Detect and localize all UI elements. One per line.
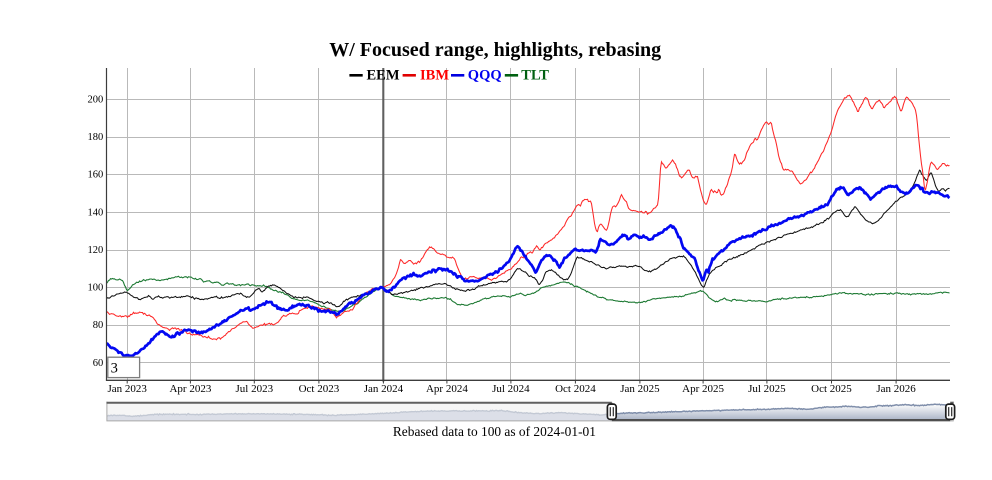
svg-text:IBM: IBM: [420, 68, 449, 84]
svg-text:140: 140: [87, 207, 103, 218]
svg-text:Rebased data to 100 as of 2024: Rebased data to 100 as of 2024-01-01: [393, 424, 596, 439]
svg-text:Jul 2024: Jul 2024: [492, 383, 530, 395]
svg-text:TLT: TLT: [521, 68, 549, 84]
svg-text:Oct 2024: Oct 2024: [555, 383, 596, 395]
svg-text:Jan 2024: Jan 2024: [364, 383, 404, 395]
svg-text:QQQ: QQQ: [468, 68, 502, 84]
svg-text:60: 60: [93, 358, 104, 369]
svg-text:EEM: EEM: [367, 68, 400, 84]
svg-text:Oct 2023: Oct 2023: [299, 383, 340, 395]
svg-text:Jul 2023: Jul 2023: [236, 383, 274, 395]
svg-text:120: 120: [87, 245, 103, 256]
svg-text:Oct 2025: Oct 2025: [811, 383, 852, 395]
svg-text:Apr 2025: Apr 2025: [682, 383, 724, 395]
svg-text:200: 200: [87, 94, 103, 105]
svg-text:3: 3: [111, 360, 118, 376]
svg-text:Jan 2023: Jan 2023: [107, 383, 147, 395]
svg-text:Jan 2026: Jan 2026: [876, 383, 916, 395]
svg-text:Apr 2023: Apr 2023: [169, 383, 211, 395]
svg-text:100: 100: [87, 283, 103, 294]
svg-text:Jul 2025: Jul 2025: [748, 383, 786, 395]
svg-text:Jan 2025: Jan 2025: [620, 383, 660, 395]
svg-text:Apr 2024: Apr 2024: [426, 383, 468, 395]
svg-text:160: 160: [87, 170, 103, 181]
svg-text:W/ Focused range, highlights,: W/ Focused range, highlights, rebasing: [329, 39, 661, 61]
svg-text:180: 180: [87, 132, 103, 143]
svg-text:80: 80: [93, 320, 104, 331]
